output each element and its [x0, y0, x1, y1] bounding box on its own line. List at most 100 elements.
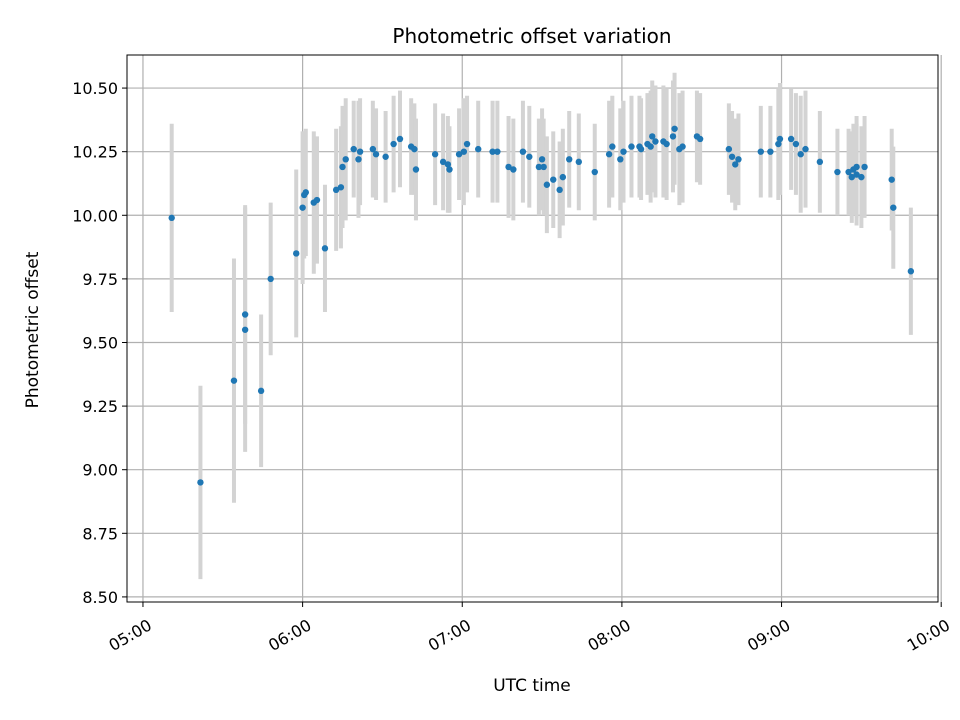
y-axis-label: Photometric offset [23, 251, 43, 408]
data-point [767, 148, 774, 155]
data-point [575, 158, 582, 166]
data-point [342, 156, 349, 163]
data-point [475, 145, 482, 153]
data-point [728, 153, 736, 160]
data-point [230, 377, 238, 384]
data-point [649, 133, 656, 140]
data-point [556, 186, 563, 194]
data-point [313, 196, 321, 204]
data-point [735, 156, 742, 163]
data-point [350, 145, 357, 153]
data-point [797, 151, 804, 158]
data-point [540, 163, 547, 171]
data-point [550, 176, 557, 183]
data-point [241, 326, 249, 333]
y-tick-label: 9.50 [82, 333, 118, 352]
data-point [412, 166, 420, 173]
data-point [834, 168, 841, 176]
data-point [411, 145, 418, 153]
y-tick-label: 8.50 [82, 588, 118, 607]
data-point [446, 166, 453, 173]
data-point [396, 135, 404, 143]
y-tick-label: 9.75 [82, 270, 118, 289]
data-point [302, 189, 310, 196]
data-point [356, 148, 364, 155]
data-point [382, 153, 389, 160]
data-point [390, 140, 397, 148]
data-point [787, 135, 795, 143]
data-point [757, 148, 764, 155]
chart-title: Photometric offset variation [392, 24, 671, 48]
data-point [591, 168, 598, 176]
data-point [566, 156, 573, 163]
y-tick-label: 10.50 [72, 79, 118, 98]
data-point [679, 143, 686, 150]
data-point [776, 135, 784, 143]
data-point [559, 173, 567, 181]
data-point [669, 133, 677, 140]
data-point [907, 268, 915, 275]
data-point [543, 181, 551, 188]
data-point [526, 153, 533, 160]
data-point [463, 140, 471, 148]
data-point [858, 173, 865, 181]
data-point [197, 479, 204, 486]
y-tick-label: 9.00 [82, 461, 118, 480]
data-point [299, 204, 306, 211]
y-tick-label: 8.75 [82, 524, 118, 543]
y-tick-label: 9.25 [82, 397, 118, 416]
data-point [168, 214, 175, 222]
data-point [628, 143, 635, 150]
plot-frame [126, 54, 939, 603]
data-point [460, 148, 468, 155]
data-point [775, 140, 782, 148]
data-point [519, 148, 527, 155]
data-point [647, 143, 654, 150]
data-point [605, 151, 613, 158]
data-point [455, 151, 463, 158]
data-point [620, 148, 627, 155]
data-point [510, 166, 517, 173]
data-point [663, 140, 670, 148]
data-point [890, 204, 897, 211]
data-point [888, 176, 895, 183]
data-point [652, 138, 659, 145]
data-point [339, 163, 346, 171]
data-point [321, 245, 329, 252]
data-point [538, 156, 546, 163]
x-axis-label: UTC time [493, 676, 571, 696]
data-point [853, 171, 860, 178]
data-point [848, 173, 855, 181]
data-point [431, 151, 439, 158]
data-point [372, 151, 380, 158]
data-point [369, 145, 377, 153]
y-axis-ticks: 8.50 8.75 9.00 9.25 9.50 9.75 10.00 10.25 10.50 [72, 79, 127, 607]
data-point [241, 311, 249, 318]
data-point [732, 161, 739, 168]
data-point [444, 161, 452, 168]
data-point [816, 158, 824, 166]
data-point [725, 145, 733, 153]
y-tick-label: 10.25 [72, 143, 118, 162]
data-point [293, 250, 300, 257]
data-point [792, 140, 800, 148]
y-tick-label: 10.00 [72, 206, 118, 225]
data-point [671, 125, 678, 132]
data-point [439, 158, 447, 166]
data-point [802, 145, 809, 153]
data-point [355, 156, 362, 163]
data-point [617, 156, 624, 163]
data-point [637, 145, 645, 153]
data-point [861, 163, 868, 171]
data-point [337, 184, 345, 191]
data-point [505, 163, 512, 171]
data-point [257, 387, 265, 395]
data-point [332, 186, 340, 194]
data-point [489, 148, 496, 155]
data-point [853, 163, 860, 171]
data-point [494, 148, 501, 155]
data-points [168, 125, 915, 486]
data-point [535, 163, 543, 171]
data-point [845, 168, 852, 176]
